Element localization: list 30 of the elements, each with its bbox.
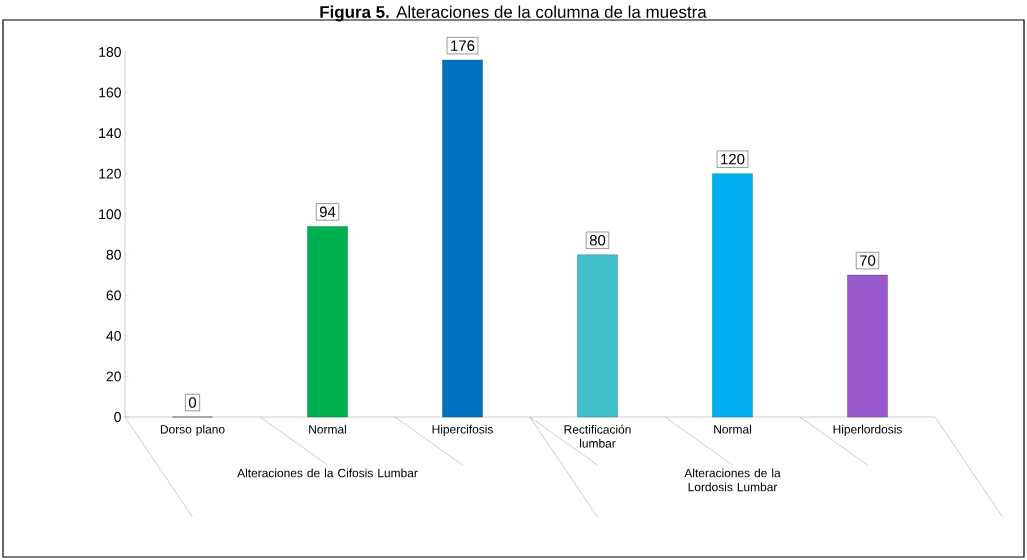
y-tick-label: 100 <box>99 209 121 220</box>
data-label: 70 <box>859 255 876 266</box>
text: Alteraciones de la Lordosis Lumbar <box>684 468 781 492</box>
y-tick-label: 140 <box>99 128 121 139</box>
bar <box>712 173 753 418</box>
y-tick-label: 80 <box>106 249 121 260</box>
x-tick-label: Hiperlordosis <box>833 424 902 436</box>
y-tick-label: 20 <box>106 371 121 382</box>
data-label: 120 <box>721 153 745 165</box>
x-tick-label: Normal <box>714 424 751 434</box>
y-tick-label: 60 <box>106 290 121 301</box>
y-tick-label: 160 <box>99 87 121 98</box>
y-tick-label: 40 <box>106 330 121 341</box>
y-tick-label: 0 <box>114 412 121 422</box>
y-tick-label: 180 <box>99 47 121 57</box>
data-label: 94 <box>319 206 336 218</box>
x-tick-label: Normal <box>309 424 346 434</box>
data-label: 176 <box>451 40 475 51</box>
x-tick-label: Rectificación lumbar <box>564 424 631 448</box>
x-tick-label: Dorso plano <box>160 424 225 436</box>
data-label: 0 <box>188 397 197 408</box>
bar <box>442 59 483 418</box>
chart-title: Figura 5. Alteraciones de la columna de la muestra <box>320 5 707 22</box>
data-label: 80 <box>589 234 606 246</box>
text: Alteraciones de la Cifosis Lumbar <box>237 468 418 478</box>
y-tick-label: 120 <box>99 168 121 179</box>
bar <box>847 274 888 418</box>
bar <box>577 254 618 418</box>
bar <box>307 226 348 418</box>
x-tick-label: Hipercifosis <box>432 424 493 436</box>
